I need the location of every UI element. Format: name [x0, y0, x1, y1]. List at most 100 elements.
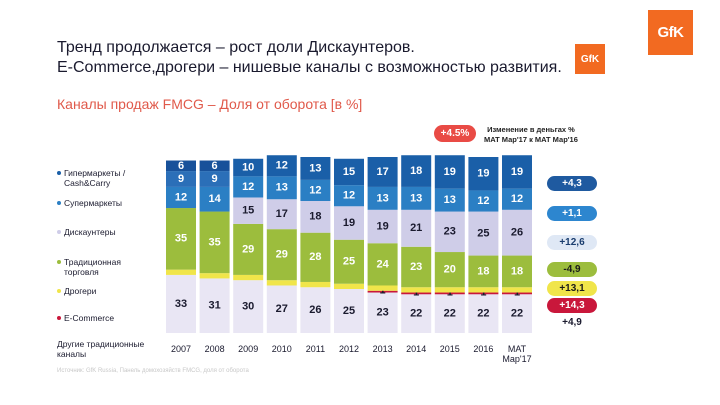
bar-segment: [334, 289, 364, 333]
legend-label: Традиционная торговля: [64, 257, 121, 277]
bar-segment: [334, 158, 364, 186]
money-change-badge: +4.5%: [434, 125, 476, 142]
bar-segment: [434, 287, 465, 293]
bar-label: 23: [410, 261, 422, 273]
legend-label: Дрогери: [64, 286, 97, 296]
bar-segment: [334, 283, 364, 289]
gfk-logo: GfK: [648, 10, 693, 55]
x-tick-label: 2010: [272, 344, 292, 354]
bar-label: 12: [511, 193, 523, 205]
bar-label: 20: [444, 264, 456, 276]
bar-segment: [367, 243, 398, 286]
source-note: Источник: GfK Russia, Панель домохозяйст…: [57, 368, 249, 374]
bar-segment: [434, 294, 465, 333]
bar-segment: [300, 179, 331, 201]
bar-label: 26: [309, 304, 321, 316]
bar-segment: [502, 255, 532, 288]
bar-segment: [266, 280, 297, 286]
page-title: Тренд продолжается – рост доли Дискаунте…: [57, 38, 562, 78]
bar-label: 22: [444, 308, 456, 320]
gfk-logo-small: GfK: [575, 44, 605, 74]
x-tick-label: 2008: [205, 344, 225, 354]
legend-label: Дискаунтеры: [64, 227, 116, 237]
bar-label: 19: [511, 166, 523, 178]
bar-segment: [502, 294, 532, 333]
bar-segment: [367, 186, 398, 210]
bar-label: 12: [309, 184, 321, 196]
bar-label: 23: [444, 226, 456, 238]
bar-segment-hyper-cc: [199, 171, 230, 187]
bar-label: 12: [175, 191, 187, 203]
legend-label: E-Commerce: [64, 313, 115, 323]
bar-label: 28: [309, 251, 321, 263]
money-change-title: Изменение в деньгах % MAT Мар'17 к MAT М…: [484, 125, 578, 145]
bar-segment: [468, 294, 499, 333]
bar-label: 18: [511, 265, 523, 277]
bar-label: 22: [410, 308, 422, 320]
bar-label: 23: [376, 307, 388, 319]
bar-segment-hyper: [199, 160, 230, 172]
bar-segment: [199, 211, 230, 274]
bar-segment: [401, 246, 432, 288]
bar-segment: [502, 209, 532, 256]
bar-segment: [266, 155, 297, 177]
bar-segment: [468, 287, 499, 293]
bar-segment: [434, 188, 465, 212]
bar-label: 13: [276, 182, 288, 194]
bar-segment: [166, 186, 196, 209]
bar-segment: [468, 157, 499, 191]
bar-segment: [334, 206, 364, 240]
legend-label: Супермаркеты: [64, 198, 123, 208]
bar-segment: [502, 287, 532, 293]
legend-discounters: Дискаунтеры: [57, 227, 116, 237]
gfk-logo-small-text: GfK: [580, 53, 600, 65]
bar-segment: [367, 157, 398, 187]
bar-label: 33: [175, 298, 187, 310]
bar-label: 14: [208, 193, 221, 205]
bar-segment: [434, 211, 465, 253]
bar-label: 29: [276, 249, 288, 261]
x-tick-label: 2009: [238, 344, 258, 354]
bar-segment: [334, 185, 364, 207]
bar-segment: [199, 186, 230, 212]
x-tick-label: Мар'17: [502, 354, 531, 364]
bar-segment: [468, 292, 499, 295]
bar-segment-hyper-cc: [166, 171, 196, 187]
bar-segment-hyper: [166, 160, 196, 172]
bar-label: 25: [343, 305, 355, 317]
bar-label: 13: [309, 162, 321, 174]
bar-segment: [166, 274, 196, 333]
bar-label: 19: [477, 168, 489, 180]
bar-segment: [401, 209, 432, 247]
legend-dot: [57, 289, 61, 293]
bar-label: 12: [276, 160, 288, 172]
x-tick-label: 2013: [373, 344, 393, 354]
legend-dot: [57, 201, 61, 205]
bar-label: 19: [376, 220, 388, 232]
bar-segment: [367, 292, 398, 333]
bar-segment: [266, 285, 297, 333]
change-badge-traditional: -4,9: [547, 262, 597, 277]
bar-label: 18: [477, 265, 489, 277]
bar-segment: [502, 188, 532, 210]
bar-label: 30: [242, 301, 254, 313]
bar-label: 12: [242, 181, 254, 193]
legend-supermarkets: Супермаркеты: [57, 198, 122, 208]
gfk-logo-text: GfK: [657, 24, 685, 41]
bar-segment: [300, 287, 331, 333]
bar-segment: [468, 211, 499, 256]
x-tick-label: 2015: [440, 344, 460, 354]
change-badge-discounters: +12,6: [547, 235, 597, 250]
x-tick-label: 2012: [339, 344, 359, 354]
bar-label: 6: [178, 160, 184, 172]
bar-label: 21: [410, 222, 422, 234]
bar-segment: [300, 201, 331, 233]
bar-label: 12: [343, 190, 355, 202]
bar-segment: [334, 239, 364, 284]
bar-segment: [468, 255, 499, 288]
bar-label: 10: [242, 161, 254, 173]
bar-segment: [199, 273, 230, 279]
bar-label: 27: [276, 303, 288, 315]
bar-segment: [401, 287, 432, 293]
bar-label: 18: [410, 165, 422, 177]
